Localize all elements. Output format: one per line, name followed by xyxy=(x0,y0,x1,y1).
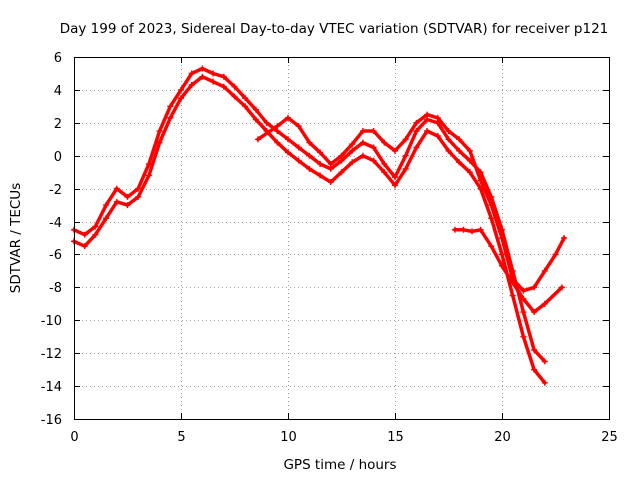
y-tick-label: 4 xyxy=(54,84,62,99)
series-track-a xyxy=(71,65,548,365)
grid-lines xyxy=(74,57,609,419)
y-tick-label: -2 xyxy=(49,183,62,198)
y-tick-label: 6 xyxy=(54,51,62,66)
x-tick-label: 0 xyxy=(70,430,78,445)
x-tick-label: 15 xyxy=(387,430,404,445)
y-tick-label: -4 xyxy=(49,216,62,231)
chart-title: Day 199 of 2023, Sidereal Day-to-day VTE… xyxy=(60,21,609,37)
x-tick-label: 25 xyxy=(601,430,618,445)
y-tick-label: -6 xyxy=(49,248,62,263)
x-axis-label: GPS time / hours xyxy=(283,457,396,473)
y-tick-label: -10 xyxy=(41,314,62,329)
x-tick-label: 10 xyxy=(280,430,297,445)
y-tick-label: -14 xyxy=(41,380,62,395)
series-track-b xyxy=(71,73,548,386)
series-trace xyxy=(256,112,566,293)
series-trace xyxy=(72,66,547,364)
x-tick-label: 5 xyxy=(177,430,185,445)
y-tick-label: -8 xyxy=(49,281,62,296)
plot-frame xyxy=(74,57,610,420)
series-track-c xyxy=(255,111,568,294)
series-trace xyxy=(453,228,564,314)
y-tick-label: 0 xyxy=(54,150,62,165)
y-axis-label: SDTVAR / TECUs xyxy=(8,183,24,293)
axis-ticks: 0 5 10 15 20 25 -16 -14 -12 -10 -8 -6 -4 -2 0 2 4 6 xyxy=(41,51,618,445)
data-points xyxy=(71,65,568,386)
y-tick-label: 2 xyxy=(54,117,62,132)
y-tick-label: -12 xyxy=(41,347,62,362)
series-track-d xyxy=(451,226,565,316)
x-tick-label: 20 xyxy=(494,430,511,445)
series-trace xyxy=(72,74,547,385)
y-tick-label: -16 xyxy=(41,413,62,428)
